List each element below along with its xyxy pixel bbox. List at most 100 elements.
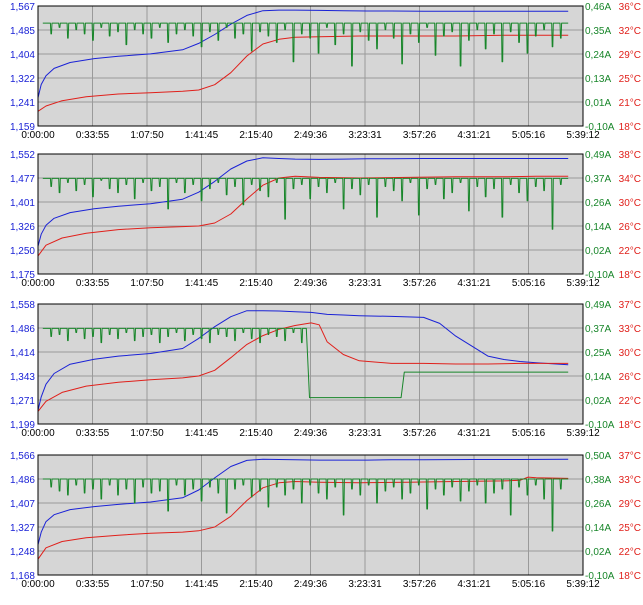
y-tick-label-voltage: 1,327: [10, 523, 35, 534]
y-tick-label-voltage: 1,271: [10, 396, 35, 407]
x-tick-label: 0:33:55: [76, 130, 110, 141]
x-tick-label: 1:41:45: [185, 428, 219, 439]
y-tick-label-temperature: 33°C: [619, 475, 641, 486]
y-tick-label-current: 0,50A: [585, 451, 611, 462]
x-tick-label: 5:39:12: [566, 130, 600, 141]
x-tick-label: 5:05:16: [512, 130, 546, 141]
series-line-current: [42, 478, 569, 532]
y-tick-label-current: 0,14A: [585, 523, 611, 534]
y-tick-label-voltage: 1,159: [10, 122, 35, 133]
series-line-temperature: [37, 34, 569, 112]
series-line-temperature: [37, 175, 569, 257]
chart-panel-3: 1,558 1,486 1,414 1,343 1,271 1,199 0,49A 0,37A…: [10, 300, 641, 439]
x-tick-label: 2:49:36: [294, 428, 328, 439]
x-tick-label: 3:57:26: [403, 130, 437, 141]
x-tick-label: 5:39:12: [566, 428, 600, 439]
x-tick-label: 0:33:55: [76, 579, 110, 590]
y-tick-label-temperature: 33°C: [619, 324, 641, 335]
x-tick-label: 2:49:36: [294, 130, 328, 141]
y-tick-label-current: 0,49A: [585, 300, 611, 311]
x-tick-label: 0:00:00: [21, 428, 55, 439]
y-tick-label-voltage: 1,175: [10, 270, 35, 281]
y-tick-label-temperature: 38°C: [619, 150, 641, 161]
x-tick-label: 1:07:50: [130, 428, 164, 439]
y-tick-label-temperature: 21°C: [619, 98, 641, 109]
y-tick-label-temperature: 22°C: [619, 396, 641, 407]
x-tick-label: 2:15:40: [239, 130, 273, 141]
x-tick-label: 2:49:36: [294, 278, 328, 289]
y-tick-label-temperature: 18°C: [619, 122, 641, 133]
x-tick-label: 3:23:31: [348, 278, 382, 289]
y-tick-label-temperature: 37°C: [619, 451, 641, 462]
y-tick-label-temperature: 30°C: [619, 348, 641, 359]
y-tick-label-temperature: 18°C: [619, 420, 641, 431]
y-tick-label-temperature: 22°C: [619, 246, 641, 257]
series-line-current: [42, 22, 569, 67]
y-tick-label-voltage: 1,343: [10, 372, 35, 383]
x-tick-label: 3:57:26: [403, 278, 437, 289]
series-line-temperature: [37, 476, 569, 560]
y-tick-label-temperature: 26°C: [619, 222, 641, 233]
y-tick-label-temperature: 37°C: [619, 300, 641, 311]
x-tick-label: 0:33:55: [76, 278, 110, 289]
y-tick-label-current: 0,02A: [585, 547, 611, 558]
y-tick-label-current: 0,38A: [585, 475, 611, 486]
y-tick-label-current: 0,24A: [585, 50, 611, 61]
series-line-temperature: [37, 322, 569, 412]
y-tick-label-voltage: 1,566: [10, 451, 35, 462]
x-tick-label: 3:23:31: [348, 579, 382, 590]
x-tick-label: 5:39:12: [566, 278, 600, 289]
chart-panel-4: 1,566 1,486 1,407 1,327 1,248 1,168 0,50A 0,38A…: [10, 451, 641, 590]
plot-frame: [37, 153, 584, 275]
y-tick-label-temperature: 26°C: [619, 372, 641, 383]
y-tick-label-current: -0,10A: [585, 420, 615, 431]
series-line-current: [42, 327, 569, 399]
y-tick-label-current: 0,02A: [585, 396, 611, 407]
y-tick-label-current: -0,10A: [585, 270, 615, 281]
y-tick-label-temperature: 18°C: [619, 270, 641, 281]
plot-frame: [37, 5, 584, 127]
y-tick-label-temperature: 36°C: [619, 2, 641, 13]
y-tick-label-current: 0,26A: [585, 499, 611, 510]
x-tick-label: 3:23:31: [348, 130, 382, 141]
x-tick-label: 3:23:31: [348, 428, 382, 439]
y-tick-label-current: 0,26A: [585, 198, 611, 209]
y-tick-label-voltage: 1,250: [10, 246, 35, 257]
y-tick-label-voltage: 1,326: [10, 222, 35, 233]
x-tick-label: 2:15:40: [239, 579, 273, 590]
y-tick-label-current: 0,25A: [585, 348, 611, 359]
x-tick-label: 0:33:55: [76, 428, 110, 439]
x-tick-label: 4:31:21: [457, 130, 491, 141]
x-tick-label: 1:41:45: [185, 130, 219, 141]
x-tick-label: 4:31:21: [457, 579, 491, 590]
series-line-voltage: [37, 458, 569, 545]
y-tick-label-current: 0,37A: [585, 324, 611, 335]
y-tick-label-current: 0,35A: [585, 26, 611, 37]
x-tick-label: 1:41:45: [185, 278, 219, 289]
y-tick-label-current: 0,49A: [585, 150, 611, 161]
y-tick-label-temperature: 25°C: [619, 74, 641, 85]
x-tick-label: 0:00:00: [21, 579, 55, 590]
y-tick-label-current: 0,13A: [585, 74, 611, 85]
series-line-voltage: [37, 310, 569, 411]
y-tick-label-voltage: 1,248: [10, 547, 35, 558]
chart-panel-1: 1,567 1,485 1,404 1,322 1,241 1,159 0,46A 0,35A…: [10, 2, 641, 141]
y-tick-label-voltage: 1,404: [10, 50, 35, 61]
y-tick-label-current: 0,14A: [585, 222, 611, 233]
x-tick-label: 5:05:16: [512, 579, 546, 590]
y-tick-label-current: 0,37A: [585, 174, 611, 185]
y-tick-label-voltage: 1,485: [10, 26, 35, 37]
x-tick-label: 2:49:36: [294, 579, 328, 590]
x-tick-label: 1:41:45: [185, 579, 219, 590]
x-tick-label: 1:07:50: [130, 278, 164, 289]
x-tick-label: 1:07:50: [130, 130, 164, 141]
x-tick-label: 4:31:21: [457, 428, 491, 439]
plot-frame: [37, 454, 584, 576]
y-tick-label-current: 0,01A: [585, 98, 611, 109]
y-tick-label-current: -0,10A: [585, 122, 615, 133]
y-tick-label-current: 0,14A: [585, 372, 611, 383]
y-tick-label-voltage: 1,168: [10, 571, 35, 582]
chart-panel-2: 1,552 1,477 1,401 1,326 1,250 1,175 0,49A 0,37A…: [10, 150, 641, 289]
series-line-voltage: [37, 157, 569, 247]
